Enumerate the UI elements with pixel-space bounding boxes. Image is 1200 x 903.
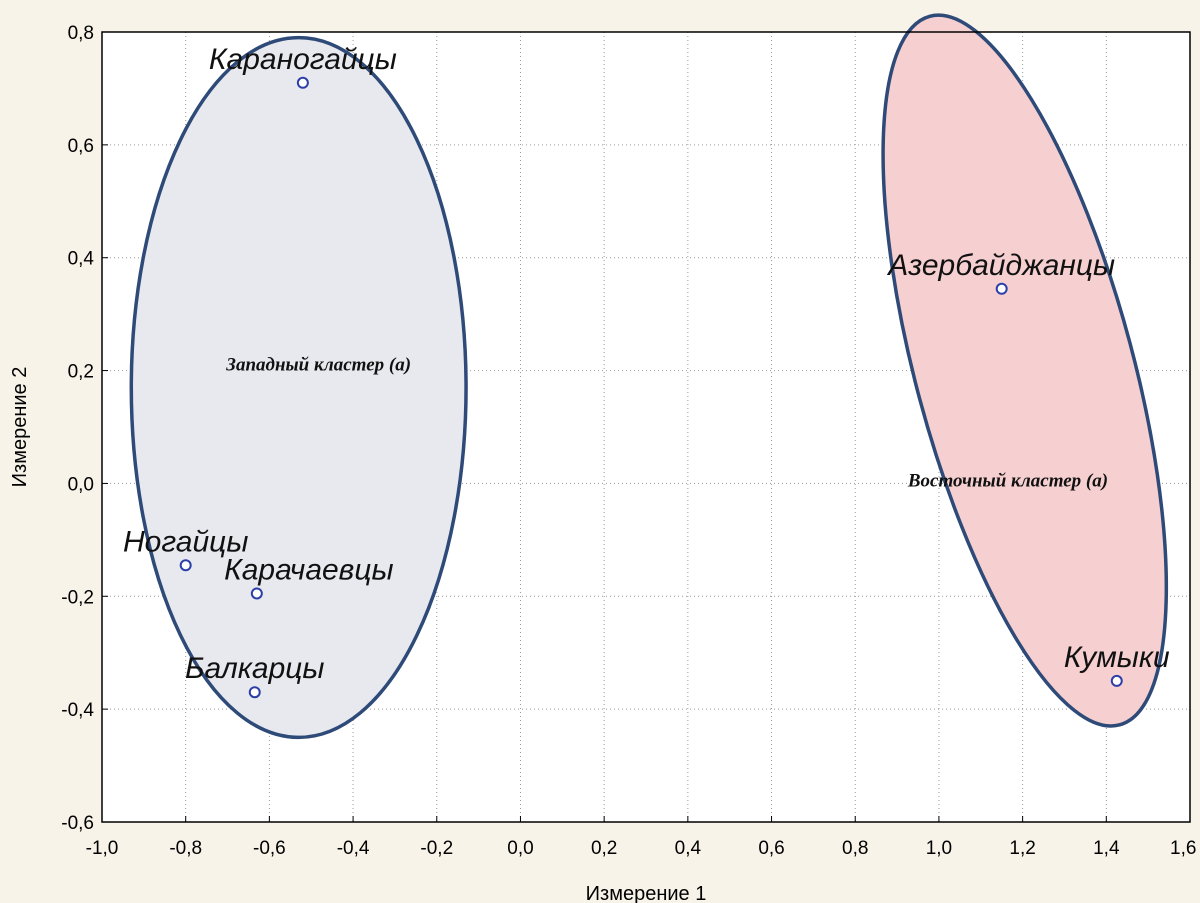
x-tick-label: 0,8 — [842, 838, 868, 859]
x-tick-label: 0,2 — [591, 838, 617, 859]
x-tick-label: 0,6 — [758, 838, 784, 859]
x-tick-label: -0,8 — [169, 838, 202, 859]
data-point — [995, 282, 1008, 295]
x-axis-ticks: -1,0 -0,8 -0,6 -0,4 -0,2 0,0 0,2 0,4 0,6 0,8 1,0 1,… — [86, 816, 1196, 859]
y-axis-title: Измерение 2 — [9, 367, 31, 488]
y-tick-label: 0,2 — [68, 362, 94, 383]
grid-lines — [102, 32, 1190, 822]
point-label: Азербайджанцы — [886, 249, 1115, 282]
x-tick-label: 0,0 — [507, 838, 533, 859]
y-axis-ticks: 0,8 0,6 0,4 0,2 0,0 -0,2 -0,4 -0,6 — [61, 23, 108, 834]
data-point — [248, 686, 261, 699]
y-tick-label: 0,6 — [68, 136, 94, 157]
y-tick-label: -0,4 — [61, 700, 94, 721]
x-tick-label: 0,4 — [675, 838, 702, 859]
point-label: Карачаевцы — [224, 553, 394, 586]
x-tick-label: 1,2 — [1009, 838, 1035, 859]
y-tick-label: 0,4 — [68, 249, 95, 270]
point-label: Кумыки — [1064, 641, 1170, 674]
cluster-ellipse — [129, 35, 468, 740]
cluster-ellipse — [881, 13, 1169, 728]
point-label: Ногайцы — [123, 525, 248, 558]
cluster-ellipses — [129, 13, 1169, 740]
x-tick-label: -0,4 — [337, 838, 370, 859]
x-axis-title: Измерение 1 — [586, 883, 707, 903]
cluster-label: Восточный кластер (а) — [907, 470, 1108, 491]
data-point — [1110, 674, 1123, 687]
cluster-labels: Западный кластер (а) Восточный кластер (а… — [225, 355, 1108, 492]
y-tick-label: 0,8 — [68, 23, 94, 44]
x-tick-label: -0,2 — [420, 838, 453, 859]
point-label: Караногайцы — [209, 43, 397, 76]
y-tick-label: 0,0 — [68, 474, 94, 495]
data-points — [179, 76, 1123, 699]
plot-frame — [101, 31, 1191, 823]
data-point — [296, 76, 309, 89]
x-tick-label: -1,0 — [86, 838, 119, 859]
point-label: Балкарцы — [185, 652, 325, 685]
data-point — [179, 559, 192, 572]
y-tick-label: -0,6 — [61, 813, 94, 834]
x-tick-label: -0,6 — [253, 838, 286, 859]
x-tick-label: 1,6 — [1170, 838, 1196, 859]
x-tick-label: 1,0 — [926, 838, 952, 859]
data-point — [250, 587, 263, 600]
cluster-label: Западный кластер (а) — [225, 355, 411, 376]
x-tick-label: 1,4 — [1093, 838, 1120, 859]
y-tick-label: -0,2 — [61, 587, 94, 608]
